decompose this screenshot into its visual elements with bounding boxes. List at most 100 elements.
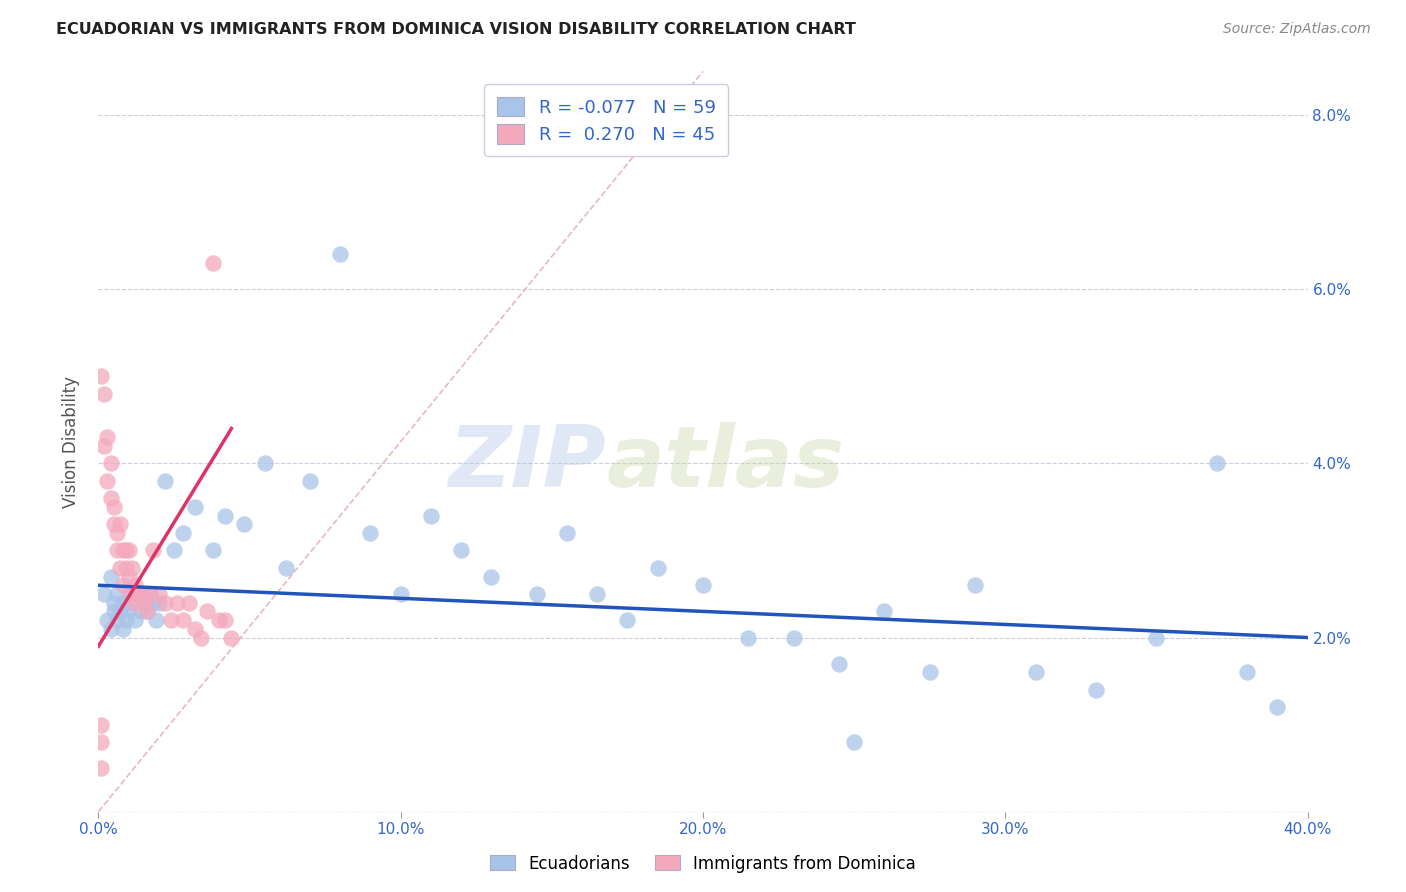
Point: [105, 613, 128, 627]
Point: [90, 369, 112, 384]
Point: [1144, 631, 1167, 645]
Point: [132, 596, 155, 610]
Point: [121, 561, 143, 575]
Point: [118, 543, 141, 558]
Point: [172, 526, 194, 541]
Point: [100, 569, 122, 583]
Point: [93, 439, 115, 453]
Point: [844, 735, 866, 749]
Point: [124, 596, 146, 610]
Point: [148, 596, 170, 610]
Point: [100, 622, 122, 636]
Point: [202, 256, 225, 270]
Point: [93, 587, 115, 601]
Point: [124, 613, 146, 627]
Point: [103, 596, 125, 610]
Point: [329, 247, 352, 261]
Point: [139, 587, 162, 601]
Point: [103, 500, 125, 514]
Point: [96, 613, 118, 627]
Point: [111, 578, 134, 592]
Legend: R = -0.077   N = 59, R =  0.270   N = 45: R = -0.077 N = 59, R = 0.270 N = 45: [484, 84, 728, 156]
Point: [103, 517, 125, 532]
Point: [96, 430, 118, 444]
Point: [179, 596, 201, 610]
Point: [139, 587, 162, 601]
Point: [111, 622, 134, 636]
Point: [121, 587, 143, 601]
Point: [202, 543, 225, 558]
Point: [828, 657, 851, 671]
Point: [153, 596, 176, 610]
Point: [783, 631, 806, 645]
Point: [526, 587, 548, 601]
Point: [647, 561, 669, 575]
Point: [100, 456, 122, 470]
Legend: Ecuadorians, Immigrants from Dominica: Ecuadorians, Immigrants from Dominica: [484, 848, 922, 880]
Point: [160, 613, 183, 627]
Point: [232, 517, 254, 532]
Point: [274, 561, 297, 575]
Point: [153, 474, 176, 488]
Point: [127, 587, 149, 601]
Point: [166, 596, 188, 610]
Point: [127, 587, 149, 601]
Text: ECUADORIAN VS IMMIGRANTS FROM DOMINICA VISION DISABILITY CORRELATION CHART: ECUADORIAN VS IMMIGRANTS FROM DOMINICA V…: [56, 22, 856, 37]
Point: [1206, 456, 1229, 470]
Point: [90, 761, 112, 775]
Point: [105, 587, 128, 601]
Point: [389, 587, 412, 601]
Point: [142, 596, 165, 610]
Point: [221, 631, 243, 645]
Point: [253, 456, 276, 470]
Point: [103, 604, 125, 618]
Point: [208, 613, 231, 627]
Point: [90, 735, 112, 749]
Point: [184, 500, 207, 514]
Point: [108, 561, 131, 575]
Text: Source: ZipAtlas.com: Source: ZipAtlas.com: [1223, 22, 1371, 37]
Point: [118, 604, 141, 618]
Point: [214, 508, 236, 523]
Point: [118, 569, 141, 583]
Point: [142, 543, 165, 558]
Point: [1085, 682, 1108, 697]
Point: [93, 386, 115, 401]
Point: [737, 631, 759, 645]
Y-axis label: Vision Disability: Vision Disability: [62, 376, 80, 508]
Point: [299, 474, 322, 488]
Point: [114, 561, 136, 575]
Point: [184, 622, 207, 636]
Text: ZIP: ZIP: [449, 422, 606, 505]
Point: [481, 569, 503, 583]
Point: [873, 604, 896, 618]
Point: [90, 717, 112, 731]
Point: [114, 613, 136, 627]
Point: [450, 543, 472, 558]
Point: [129, 604, 152, 618]
Text: atlas: atlas: [606, 422, 845, 505]
Point: [135, 604, 157, 618]
Point: [195, 604, 218, 618]
Point: [172, 613, 194, 627]
Point: [108, 604, 131, 618]
Point: [145, 613, 167, 627]
Point: [124, 578, 146, 592]
Point: [100, 491, 122, 505]
Point: [108, 517, 131, 532]
Point: [105, 526, 128, 541]
Point: [420, 508, 443, 523]
Point: [616, 613, 638, 627]
Point: [965, 578, 987, 592]
Point: [1236, 665, 1258, 680]
Point: [1024, 665, 1046, 680]
Point: [135, 604, 157, 618]
Point: [111, 596, 134, 610]
Point: [214, 613, 236, 627]
Point: [96, 474, 118, 488]
Point: [121, 596, 143, 610]
Point: [148, 587, 170, 601]
Point: [555, 526, 578, 541]
Point: [692, 578, 714, 592]
Point: [586, 587, 609, 601]
